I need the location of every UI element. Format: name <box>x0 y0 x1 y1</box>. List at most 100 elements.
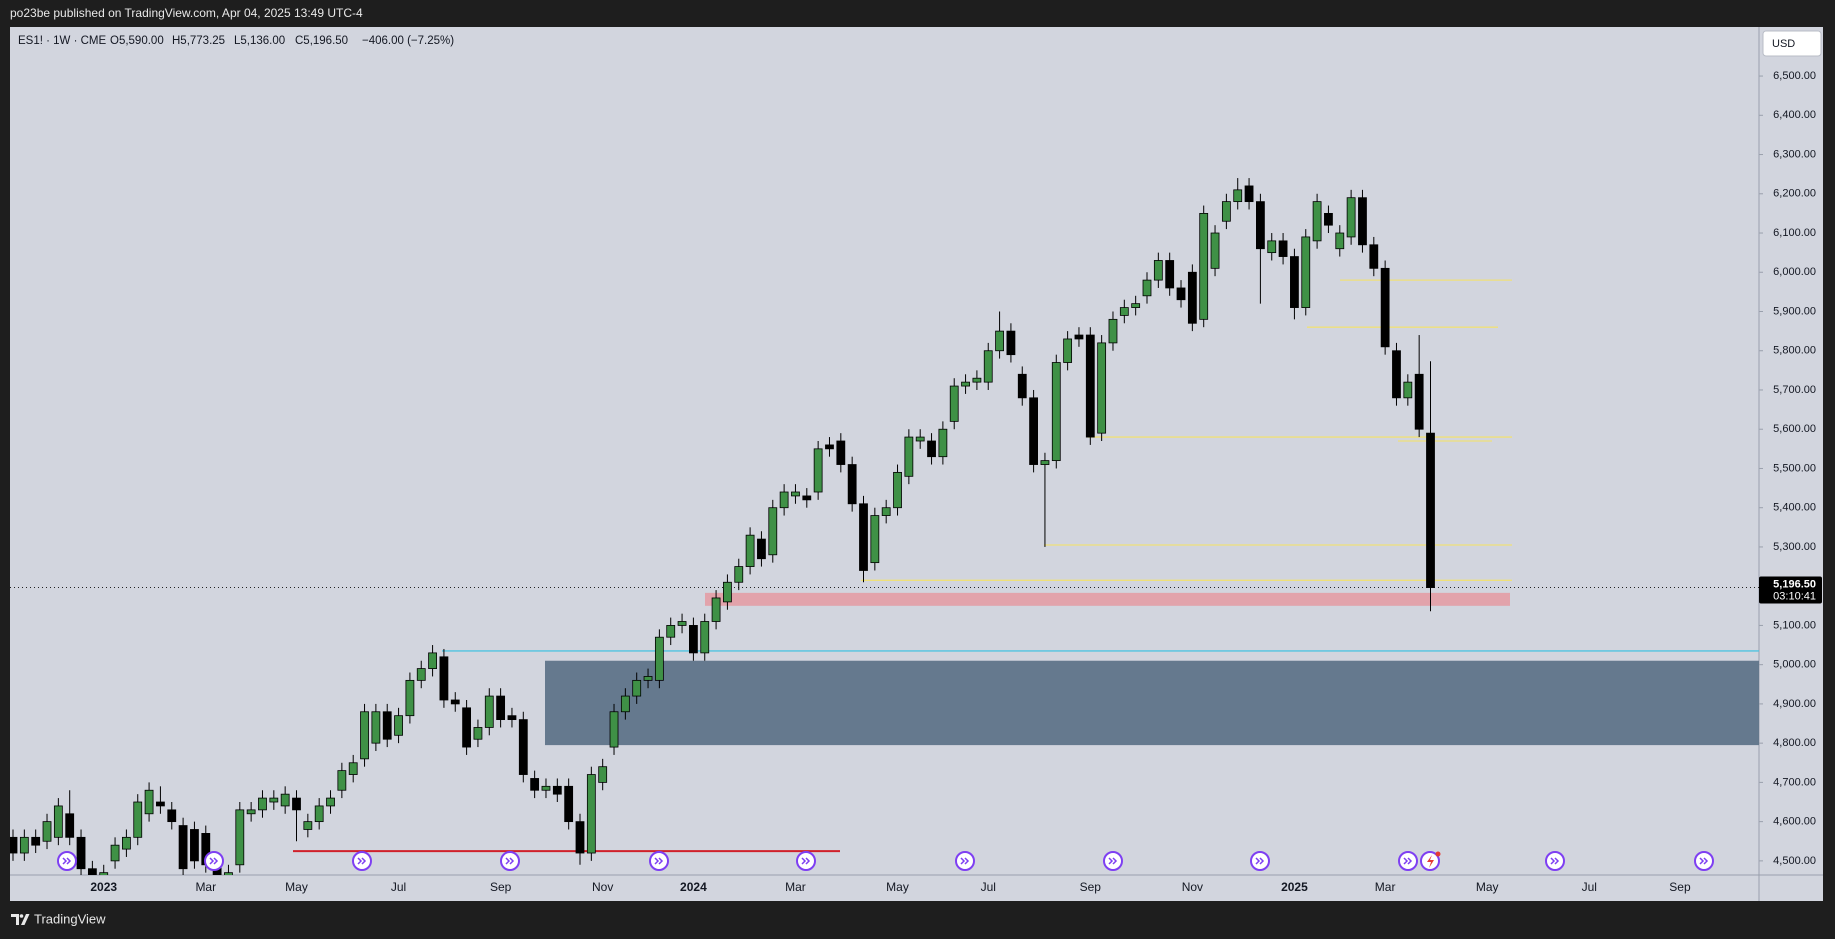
candle-body <box>1256 201 1265 250</box>
event-glyph <box>1550 857 1560 865</box>
candle-body <box>144 789 154 815</box>
y-tick-label: 6,100.00 <box>1773 227 1816 239</box>
ohlc-close: C5,196.50 <box>295 35 348 47</box>
candle-body <box>99 872 109 875</box>
candle-body <box>518 719 528 775</box>
earnings-glyph <box>1427 855 1434 868</box>
candle-body <box>938 428 948 458</box>
candle-body <box>110 844 120 862</box>
candle-body <box>1017 373 1027 399</box>
legend: ES1! · 1W · CME O5,590.00 H5,773.25 L5,1… <box>18 35 454 47</box>
candle-body <box>1267 240 1277 254</box>
candle-body <box>1221 201 1231 222</box>
y-tick-label: 6,200.00 <box>1773 188 1816 200</box>
y-tick-label: 4,500.00 <box>1773 855 1816 867</box>
y-tick-label: 5,300.00 <box>1773 541 1816 553</box>
candle-body <box>745 534 755 567</box>
event-glyph <box>505 857 515 865</box>
candle-body <box>428 652 437 669</box>
candle-body <box>1380 267 1390 348</box>
candle-body <box>564 785 574 823</box>
x-tick-label: Mar <box>785 880 806 894</box>
x-tick-label: Sep <box>1669 880 1691 894</box>
candle-body <box>65 813 75 838</box>
candle-body <box>689 625 698 654</box>
event-glyph <box>801 857 811 865</box>
candle-body <box>915 436 925 442</box>
earnings-dot <box>1435 851 1441 857</box>
y-tick-label: 5,800.00 <box>1773 345 1816 357</box>
event-glyph <box>209 857 219 865</box>
candle-body <box>178 825 188 870</box>
candle-body <box>1165 260 1175 289</box>
candle-body <box>530 778 540 791</box>
candle-body <box>1142 279 1152 297</box>
candle-body <box>1006 330 1016 356</box>
event-glyph <box>1403 857 1413 865</box>
x-tick-label: 2024 <box>680 880 707 894</box>
candle-body <box>1233 189 1243 203</box>
candle-body <box>1312 201 1322 242</box>
y-tick-label: 6,300.00 <box>1773 148 1816 160</box>
candle-body <box>609 711 619 748</box>
y-tick-label: 5,100.00 <box>1773 619 1816 631</box>
x-tick-label: 2025 <box>1281 880 1308 894</box>
candle-body <box>1301 236 1311 308</box>
brand: TradingView <box>11 911 106 926</box>
axes: 4,500.00 4,600.00 4,700.00 4,800.00 4,900.00… <box>90 70 1822 894</box>
candle-body <box>1335 232 1345 250</box>
currency-button[interactable] <box>1762 30 1822 57</box>
event-glyph <box>1699 857 1709 865</box>
x-tick-label: May <box>285 880 308 894</box>
candle-body <box>632 679 642 697</box>
candle-body <box>700 621 710 654</box>
candle-body <box>1324 212 1333 226</box>
candle-body <box>552 785 562 795</box>
y-tick-label: 4,900.00 <box>1773 698 1816 710</box>
publisher: po23be published on TradingView.com, Apr… <box>10 6 363 20</box>
x-tick-label: Sep <box>1080 880 1102 894</box>
candle-body <box>122 836 131 850</box>
candle-body <box>598 766 608 783</box>
candle-body <box>723 581 732 603</box>
candle-body <box>1029 397 1038 465</box>
candle-body <box>439 656 449 701</box>
candle-body <box>246 809 256 815</box>
zone <box>705 592 1510 606</box>
candle-body <box>859 503 868 571</box>
y-tick-label: 5,000.00 <box>1773 659 1816 671</box>
candle-body <box>1426 432 1435 588</box>
candle-body <box>405 679 415 717</box>
candle-body <box>382 711 392 740</box>
x-tick-label: Mar <box>1375 880 1396 894</box>
y-tick-label: 4,600.00 <box>1773 816 1816 828</box>
candle-body <box>802 495 812 501</box>
candle-body <box>620 695 630 713</box>
candle-body <box>870 515 880 564</box>
x-tick-label: May <box>1476 880 1499 894</box>
change: −406.00 (−7.25%) <box>362 35 454 47</box>
candle-body <box>768 507 778 556</box>
candle-body <box>167 809 177 823</box>
candle-body <box>791 491 800 497</box>
candle-body <box>1210 232 1220 269</box>
candle-body <box>1119 307 1129 316</box>
candle-body <box>87 868 97 875</box>
candle-body <box>1063 338 1073 363</box>
event-glyph <box>654 857 664 865</box>
brand-name: TradingView <box>34 911 106 926</box>
candle-body <box>813 448 823 493</box>
candle-body <box>1278 240 1288 257</box>
event-glyph <box>1255 857 1265 865</box>
candle-body <box>1097 342 1107 434</box>
candle-body <box>711 597 721 622</box>
y-tick-label: 6,500.00 <box>1773 70 1816 82</box>
candle-body <box>949 385 959 422</box>
candle-body <box>269 797 279 803</box>
candle-body <box>258 797 267 811</box>
x-tick-label: May <box>886 880 909 894</box>
y-tick-label: 6,400.00 <box>1773 109 1816 121</box>
candle-body <box>757 538 766 560</box>
plot <box>10 178 1759 875</box>
candle-body <box>1176 287 1186 301</box>
